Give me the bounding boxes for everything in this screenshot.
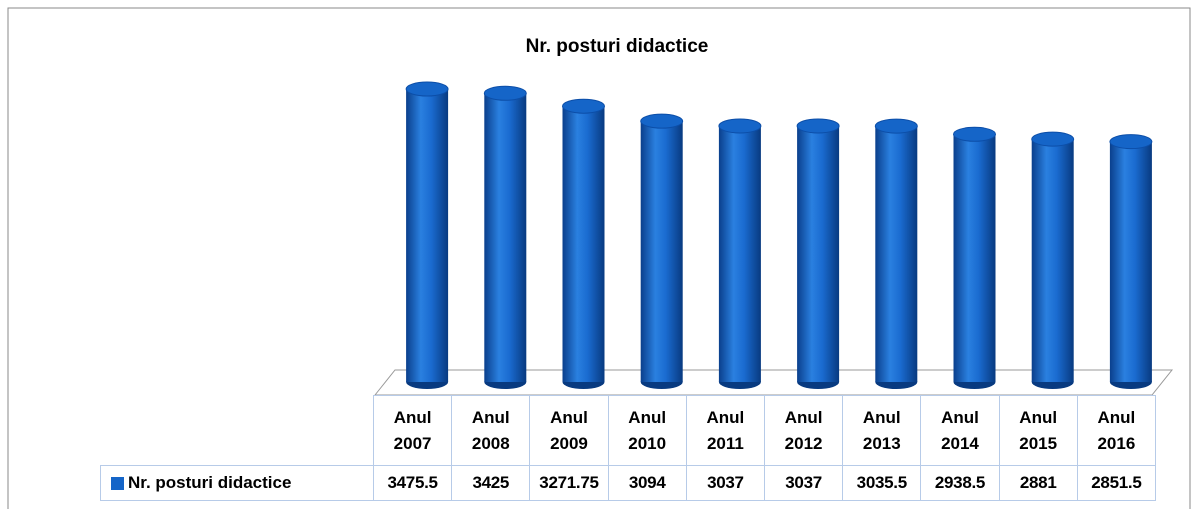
category-label: Anul 2015 <box>998 395 1078 466</box>
legend-label: Nr. posturi didactice <box>128 473 292 492</box>
bar-body <box>1109 141 1152 382</box>
bar-body <box>953 134 996 382</box>
legend-cell: Nr. posturi didactice <box>100 465 374 501</box>
bar <box>1031 131 1075 389</box>
value-label: 2938.5 <box>920 465 1000 501</box>
category-label: Anul 2007 <box>373 395 453 466</box>
bar <box>874 118 918 389</box>
bar-top <box>953 126 996 142</box>
value-label: 3037 <box>685 465 765 501</box>
bar <box>562 98 605 389</box>
value-label: 2881 <box>998 465 1078 501</box>
chart-border <box>7 7 1191 509</box>
category-label: Anul 2014 <box>920 395 1000 466</box>
category-label: Anul 2009 <box>529 395 609 466</box>
category-label: Anul 2008 <box>451 395 531 466</box>
bar-top <box>796 118 840 134</box>
category-label: Anul 2010 <box>607 395 687 466</box>
bar-top <box>640 113 684 129</box>
bar-top <box>405 81 449 97</box>
bar-body <box>1031 139 1074 382</box>
value-label: 3425 <box>451 465 531 501</box>
chart-title: Nr. posturi didactice <box>525 36 709 57</box>
bar-body <box>640 121 683 383</box>
value-label: 3094 <box>607 465 687 501</box>
bar-body <box>875 126 918 382</box>
bar <box>796 118 840 389</box>
bar-top <box>483 85 527 101</box>
bar <box>640 113 684 389</box>
category-label: Anul 2011 <box>685 395 765 466</box>
value-label: 3037 <box>764 465 844 501</box>
value-label: 3035.5 <box>842 465 922 501</box>
bar <box>953 126 996 389</box>
bar <box>405 81 449 389</box>
legend-key <box>111 476 124 490</box>
value-label: 3475.5 <box>373 465 453 501</box>
bar <box>718 118 762 389</box>
bar-body <box>562 106 605 383</box>
value-label: 2851.5 <box>1076 465 1156 501</box>
bar-body <box>718 125 761 383</box>
category-label: Anul 2012 <box>764 395 844 466</box>
bar-top <box>562 98 605 114</box>
bar <box>1109 134 1153 389</box>
bar-body <box>484 93 527 383</box>
bar-top <box>1031 131 1075 147</box>
bar-body <box>797 125 840 383</box>
category-label: Anul 2016 <box>1076 395 1156 466</box>
bar-body <box>406 89 449 382</box>
bar <box>483 85 527 389</box>
value-label: 3271.75 <box>529 465 609 501</box>
category-label: Anul 2013 <box>842 395 922 466</box>
bar-top <box>718 118 762 134</box>
bar-top <box>1109 134 1153 150</box>
bar-top <box>874 118 918 134</box>
